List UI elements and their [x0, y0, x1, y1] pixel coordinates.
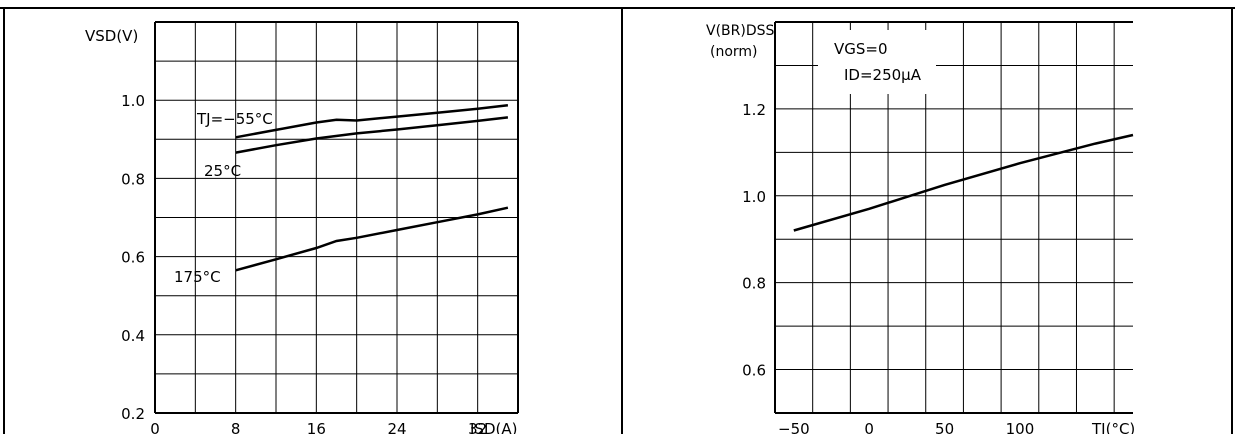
chart2-y-tick-label: 0.8	[742, 275, 766, 293]
chart1-series-25	[235, 116, 509, 154]
chart2-annotation-box	[818, 30, 936, 94]
chart1-series-label-minus55: TJ=−55°C	[196, 110, 273, 128]
chart1-series-175	[235, 206, 509, 272]
chart1-x-tick-label: 0	[150, 420, 160, 434]
chart1-xlabel: ISD(A)	[470, 420, 517, 434]
chart1-x-tick-label: 24	[387, 420, 406, 434]
chart2-annotation-vgs: VGS=0	[834, 40, 888, 58]
chart2-y-tick-label: 1.2	[742, 101, 766, 119]
frame	[0, 7, 1235, 434]
chart2-y-tick-label: 1.0	[742, 188, 766, 206]
chart1-ylabel: VSD(V)	[85, 27, 138, 45]
chart2-x-tick-label: 50	[935, 420, 954, 434]
chart2-x-ticks: −50 0 50 100	[778, 420, 1034, 434]
chart1-y-tick-label: 0.4	[121, 327, 145, 345]
chart1-x-tick-label: 16	[307, 420, 326, 434]
chart1-series-lines	[235, 104, 509, 272]
chart1-y-tick-label: 0.2	[121, 405, 145, 423]
chart1-y-tick-label: 0.8	[121, 170, 145, 188]
chart1-series-label-25: 25°C	[204, 162, 241, 180]
chart1-y-tick-label: 1.0	[121, 92, 145, 110]
chart2-y-ticks: 0.6 0.8 1.0 1.2	[742, 101, 766, 380]
chart-vbrdss-vs-tj: V(BR)DSS (norm) 0.6 0.8 1.0 1.2 −50 0 50 100 T…	[706, 21, 1135, 434]
chart1-grid	[154, 21, 519, 414]
chart2-xlabel: TJ(°C)	[1091, 420, 1135, 434]
chart1-x-tick-label: 8	[231, 420, 241, 434]
chart2-x-tick-label: 0	[864, 420, 874, 434]
chart2-x-tick-label: −50	[778, 420, 810, 434]
chart2-ylabel-main: V(BR)DSS	[706, 23, 775, 39]
chart1-y-ticks: 0.2 0.4 0.6 0.8 1.0	[121, 92, 145, 423]
chart1-x-ticks: 0 8 16 24 32	[150, 420, 487, 434]
chart1-series-minus55	[235, 104, 509, 139]
chart-vsd-vs-isd: VSD(V) 0.2 0.4 0.6 0.8 1.0 0 8 16 24 32 ISD(A) T…	[85, 21, 519, 434]
chart2-x-tick-label: 100	[1006, 420, 1035, 434]
chart2-series-lines	[793, 133, 1134, 232]
chart2-annotation-id: ID=250μA	[844, 66, 922, 84]
chart2-ylabel-sub: (norm)	[710, 44, 758, 60]
chart1-x-tick-label: 32	[468, 420, 487, 434]
chart2-y-tick-label: 0.6	[742, 362, 766, 380]
chart1-y-tick-label: 0.6	[121, 249, 145, 267]
chart2-series-line	[793, 133, 1134, 232]
chart1-series-label-175: 175°C	[174, 268, 221, 286]
